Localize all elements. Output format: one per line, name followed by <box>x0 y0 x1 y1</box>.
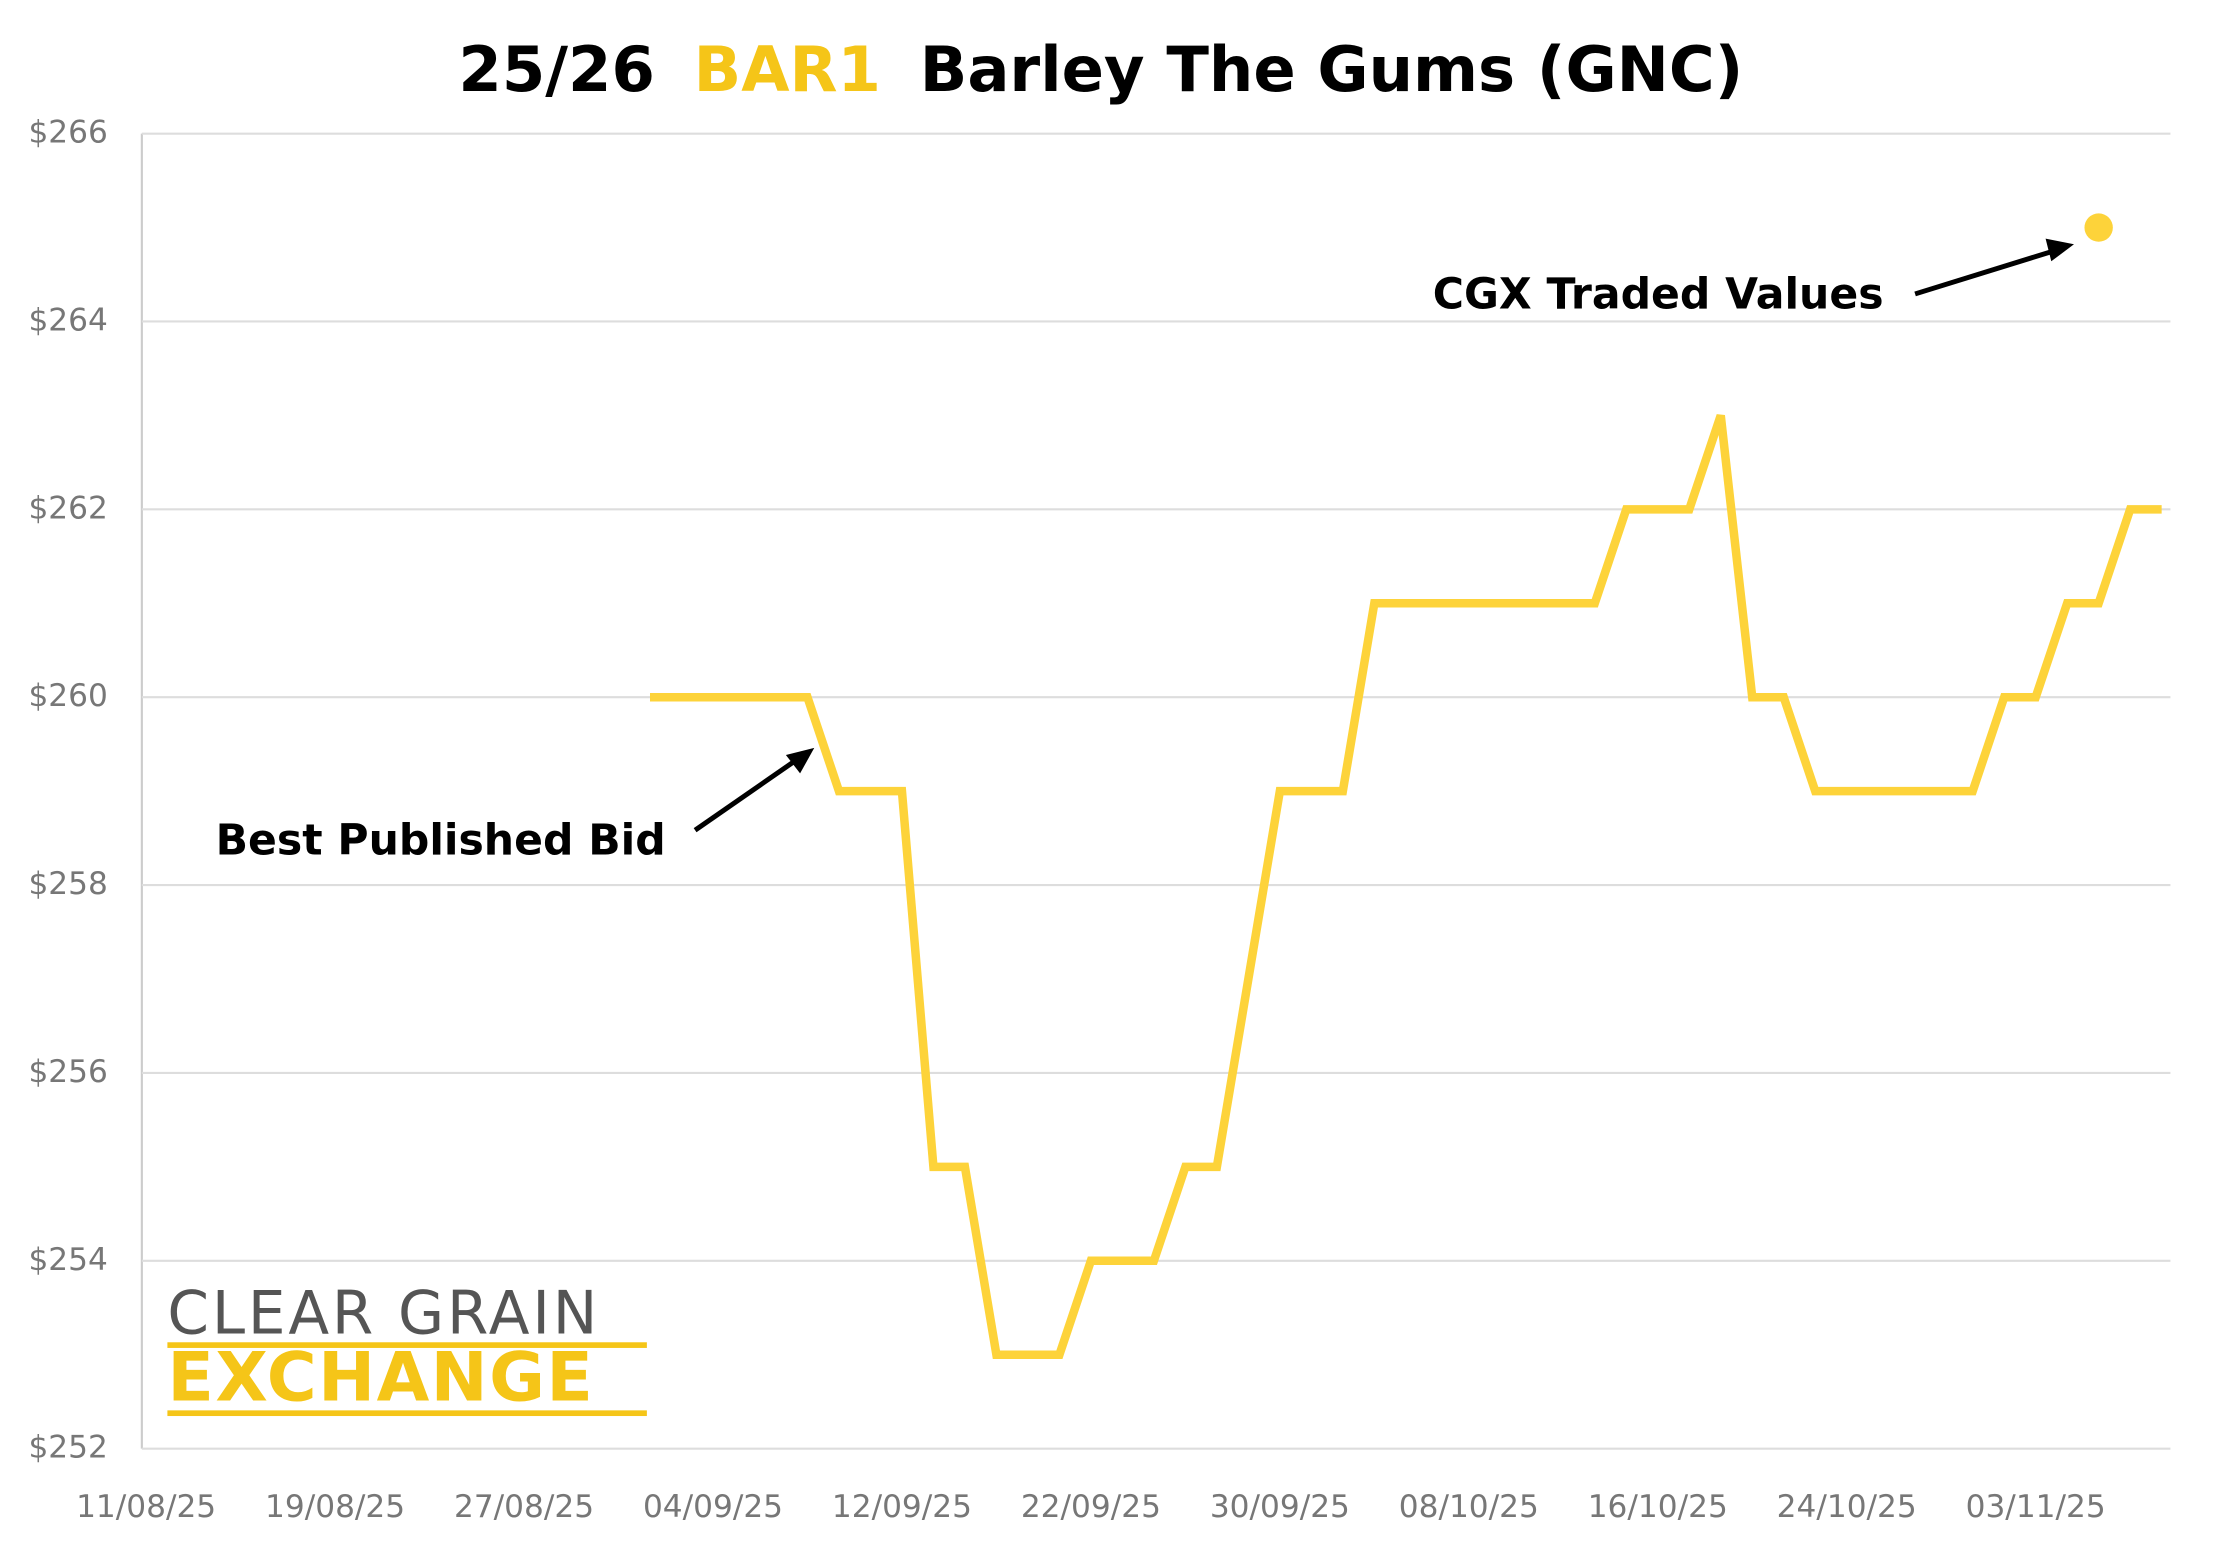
y-tick-label: $256 <box>28 1054 107 1090</box>
annotation: CGX Traded Values <box>1433 270 1884 319</box>
x-tick-label: 27/08/25 <box>454 1489 594 1525</box>
y-tick-label: $258 <box>28 866 107 902</box>
logo-bar <box>167 1410 647 1417</box>
x-tick-label: 11/08/25 <box>76 1489 216 1525</box>
chart-title: 25/26 BAR1 Barley The Gums (GNC) <box>458 33 1743 106</box>
y-tick-label: $262 <box>28 490 107 526</box>
title-part: BAR1 <box>694 33 881 106</box>
y-tick-label: $264 <box>28 302 107 338</box>
x-tick-label: 03/11/25 <box>1966 1489 2106 1525</box>
series-line <box>649 414 2162 1359</box>
logo-bar <box>167 1342 647 1348</box>
logo-line1: CLEAR GRAIN <box>167 1279 600 1348</box>
traded-point <box>2084 213 2113 242</box>
y-tick-label: $260 <box>28 678 107 714</box>
logo-line2: EXCHANGE <box>167 1339 594 1418</box>
y-tick-label: $254 <box>28 1242 107 1278</box>
title-part: Barley The Gums (GNC) <box>920 33 1743 106</box>
x-tick-label: 04/09/25 <box>643 1489 783 1525</box>
arrow-head <box>2045 238 2074 262</box>
x-tick-label: 08/10/25 <box>1399 1489 1539 1525</box>
marks <box>649 213 2162 1359</box>
x-tick-label: 16/10/25 <box>1588 1489 1728 1525</box>
annotation: Best Published Bid <box>216 816 666 865</box>
x-tick-label: 12/09/25 <box>832 1489 972 1525</box>
x-tick-label: 19/08/25 <box>265 1489 405 1525</box>
y-tick-label: $252 <box>28 1430 107 1466</box>
x-tick-label: 22/09/25 <box>1021 1489 1161 1525</box>
annotation-arrow <box>693 754 803 833</box>
arrow-head <box>785 747 815 774</box>
x-tick-label: 24/10/25 <box>1777 1489 1917 1525</box>
x-tick-label: 30/09/25 <box>1210 1489 1350 1525</box>
annotation-arrow <box>1914 247 2058 297</box>
grid: $252 $254 $256 $258 $260 $262 $264 $266 11/08/25… <box>28 115 2171 1525</box>
y-tick-label: $266 <box>28 115 107 151</box>
title-part: 25/26 <box>458 33 654 106</box>
